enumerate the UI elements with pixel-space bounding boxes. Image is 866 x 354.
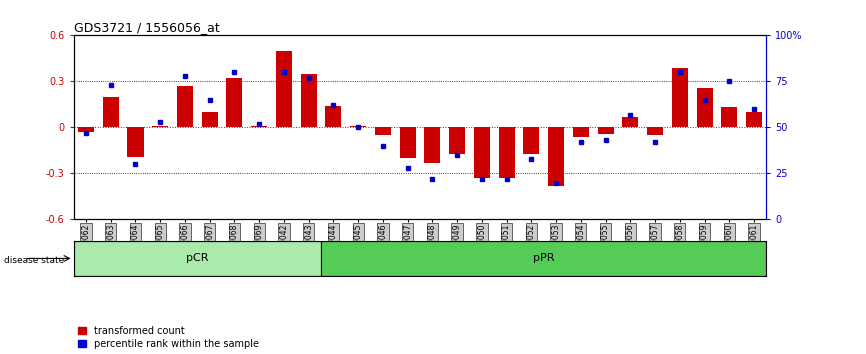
Bar <box>326 106 341 127</box>
Legend: transformed count, percentile rank within the sample: transformed count, percentile rank withi… <box>79 326 259 349</box>
Bar <box>375 127 391 135</box>
Bar <box>202 112 217 127</box>
Bar <box>152 126 168 127</box>
Bar <box>276 51 292 127</box>
Bar <box>251 126 268 127</box>
Bar <box>598 127 614 133</box>
Bar <box>623 117 638 127</box>
Bar <box>721 108 737 127</box>
Bar <box>746 112 762 127</box>
Text: disease state: disease state <box>4 256 65 265</box>
Bar <box>449 127 465 154</box>
Text: pPR: pPR <box>533 253 554 263</box>
Bar <box>424 127 441 163</box>
Bar <box>474 127 490 178</box>
Bar <box>321 241 766 276</box>
Bar <box>350 126 366 127</box>
Bar <box>696 87 713 127</box>
Bar <box>226 78 242 127</box>
Bar <box>78 127 94 132</box>
Bar <box>523 127 540 154</box>
Bar <box>672 68 688 127</box>
Bar <box>647 127 663 135</box>
Bar <box>301 74 317 127</box>
Text: pCR: pCR <box>186 253 209 263</box>
Bar <box>548 127 564 186</box>
Bar <box>74 241 321 276</box>
Bar <box>103 97 119 127</box>
Bar <box>499 127 514 178</box>
Bar <box>177 86 193 127</box>
Bar <box>399 127 416 158</box>
Bar <box>127 127 144 156</box>
Bar <box>572 127 589 137</box>
Text: GDS3721 / 1556056_at: GDS3721 / 1556056_at <box>74 21 219 34</box>
